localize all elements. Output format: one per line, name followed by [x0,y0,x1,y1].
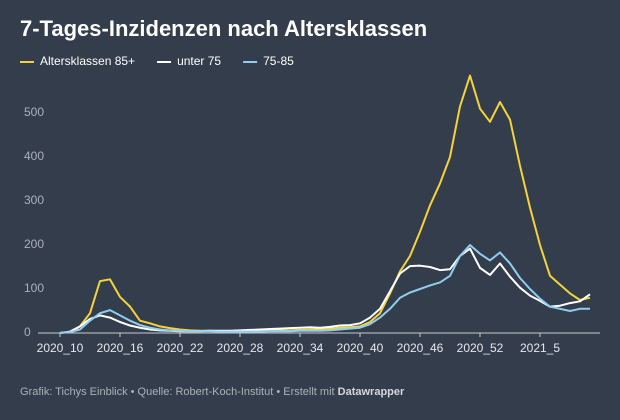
y-tick-label: 100 [24,281,44,295]
footer: Grafik: Tichys Einblick • Quelle: Robert… [20,386,405,398]
x-tick-label: 2020_22 [157,341,204,355]
y-tick-label: 0 [24,325,31,339]
legend-label: unter 75 [177,54,221,68]
x-tick-label: 2020_52 [457,341,504,355]
x-tick-label: 2020_40 [337,341,384,355]
legend-label: Altersklassen 85+ [40,54,135,68]
footer-text: Grafik: Tichys Einblick • Quelle: Robert… [20,386,338,398]
x-tick-label: 2020_34 [277,341,324,355]
y-tick-label: 500 [24,105,44,119]
footer-brand: Datawrapper [338,386,405,398]
x-tick-label: 2020_16 [97,341,144,355]
y-tick-label: 200 [24,237,44,251]
chart-title: 7-Tages-Inzidenzen nach Altersklassen [20,16,427,41]
series-line [59,244,590,334]
series-line [59,247,591,334]
series-line [59,74,591,334]
x-tick-label: 2020_46 [397,341,444,355]
legend-label: 75-85 [263,54,294,68]
x-tick-label: 2020_10 [37,341,84,355]
x-tick-label: 2020_28 [217,341,264,355]
y-tick-label: 300 [24,193,44,207]
y-tick-label: 400 [24,149,44,163]
x-tick-label: 2021_5 [520,341,560,355]
